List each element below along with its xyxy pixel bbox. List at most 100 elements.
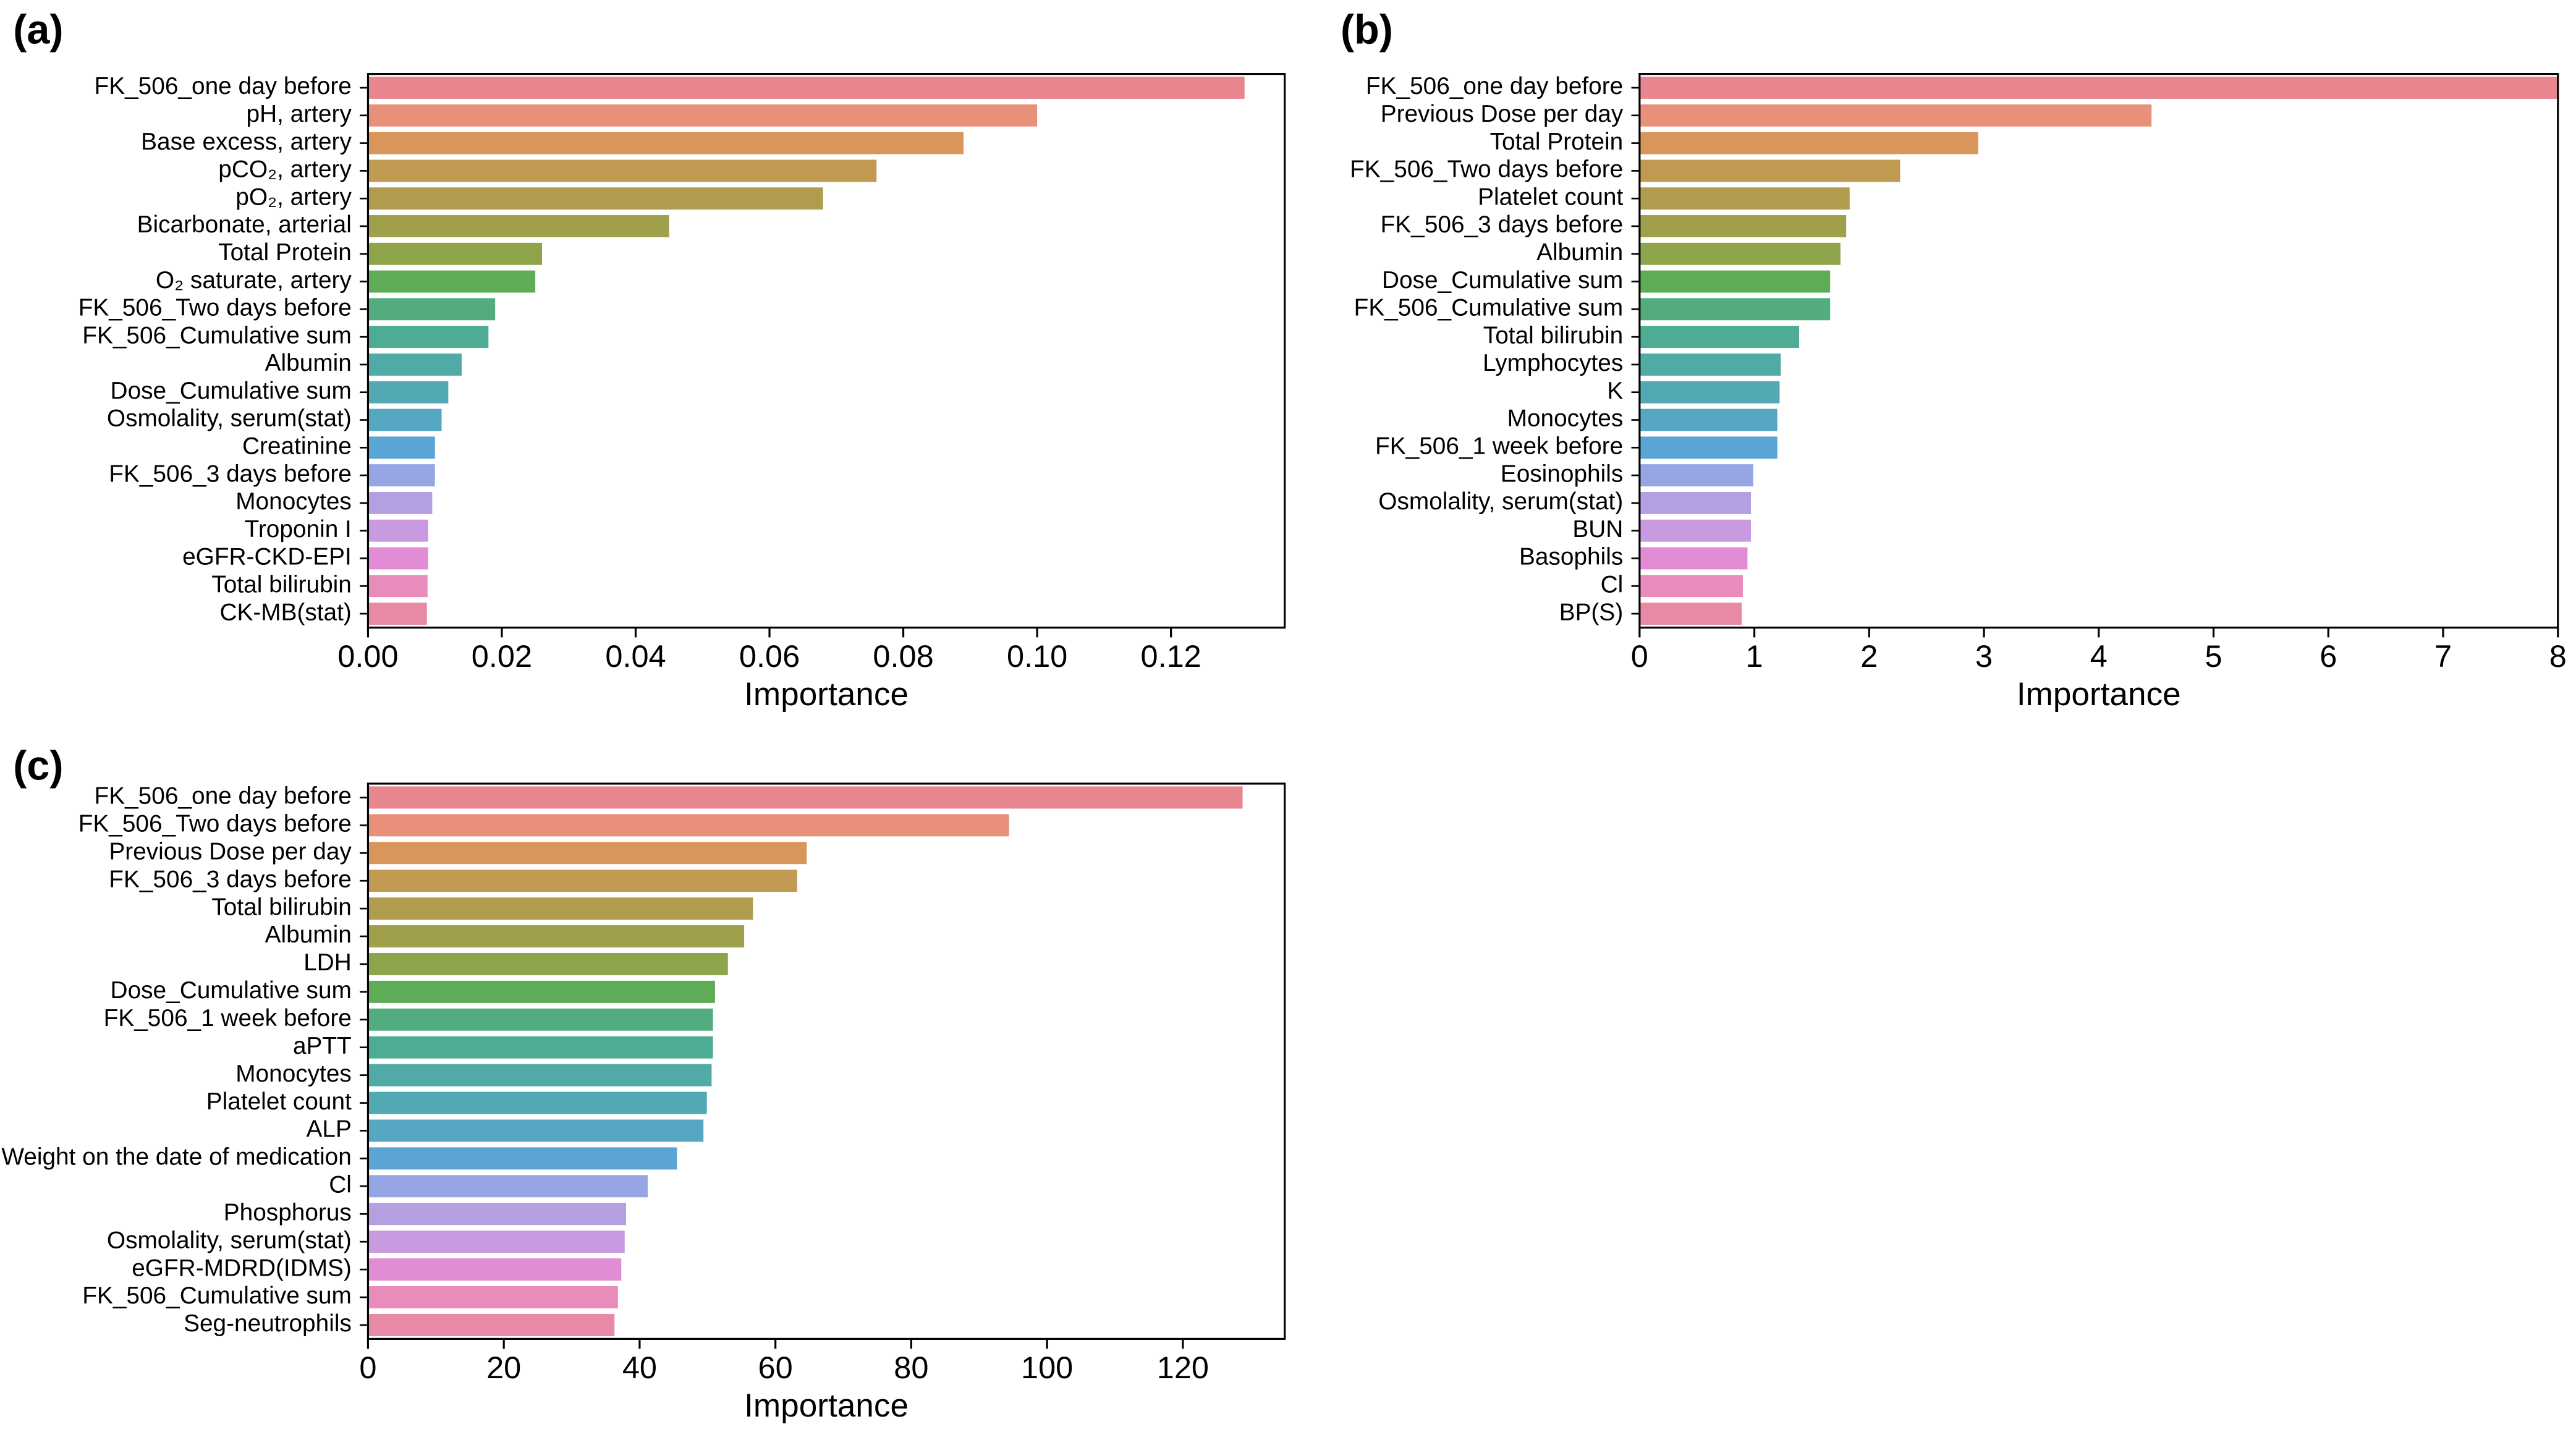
bar	[368, 547, 428, 570]
y-tick-label: pH, artery	[247, 101, 352, 127]
y-tick-label: Albumin	[265, 921, 352, 948]
y-tick-label: Monocytes	[235, 1061, 352, 1087]
x-tick-label: 2	[1860, 638, 1878, 674]
bar	[368, 980, 715, 1003]
y-tick-label: Basophils	[1519, 544, 1623, 570]
x-tick-label: 0	[359, 1350, 376, 1385]
x-axis-label: Importance	[744, 1388, 909, 1424]
bar	[368, 1258, 622, 1281]
bar	[1639, 491, 1752, 514]
y-tick-label: FK_506_one day before	[95, 73, 352, 100]
y-tick-label: Total Protein	[218, 239, 352, 266]
bar	[368, 842, 807, 865]
bar	[368, 491, 433, 514]
bar	[368, 132, 964, 155]
y-tick-label: FK_506_Two days before	[1350, 156, 1623, 183]
bar	[1639, 381, 1780, 404]
x-tick-label: 0.12	[1140, 638, 1201, 674]
x-tick-label: 20	[486, 1350, 521, 1385]
bar	[368, 1175, 648, 1198]
bar	[368, 1286, 618, 1308]
bar	[368, 187, 823, 210]
x-tick-label: 40	[622, 1350, 657, 1385]
plot-frame	[366, 73, 1286, 629]
y-tick-label: FK_506_1 week before	[104, 1005, 352, 1032]
y-tick-label: Albumin	[1536, 239, 1623, 266]
bar	[368, 381, 449, 404]
plot-frame	[1638, 73, 2559, 629]
y-tick-label: FK_506_Two days before	[78, 295, 352, 321]
y-tick-label: Bicarbonate, arterial	[137, 211, 352, 238]
y-tick-label: Dose_Cumulative sum	[1382, 267, 1623, 294]
bar	[368, 1008, 713, 1031]
x-tick-label: 0.04	[605, 638, 666, 674]
bar	[368, 519, 428, 542]
y-tick-label: Total Protein	[1490, 129, 1624, 155]
bar	[368, 1147, 677, 1170]
y-tick-label: FK_506_Cumulative sum	[82, 322, 352, 349]
x-tick-label: 0.10	[1007, 638, 1067, 674]
y-tick-label: Albumin	[265, 350, 352, 376]
bar	[1639, 270, 1831, 293]
bar	[368, 1231, 625, 1253]
bar	[1639, 353, 1781, 376]
y-tick-label: Monocytes	[1507, 405, 1624, 432]
x-tick-label: 1	[1746, 638, 1763, 674]
y-tick-label: Platelet count	[206, 1088, 352, 1115]
bar	[368, 104, 1038, 127]
y-tick-label: Dose_Cumulative sum	[111, 977, 352, 1004]
x-tick-label: 0.08	[873, 638, 933, 674]
bar	[1639, 519, 1752, 542]
bar	[368, 409, 442, 431]
x-tick-label: 4	[2090, 638, 2108, 674]
bar	[368, 1203, 626, 1226]
y-tick-label: eGFR-CKD-EPI	[182, 544, 352, 570]
bar	[368, 242, 542, 265]
bar	[368, 1064, 712, 1087]
bar	[368, 159, 877, 182]
y-tick-label: LDH	[303, 949, 352, 976]
x-tick-label: 0.06	[739, 638, 800, 674]
panel-label: (a)	[13, 7, 63, 53]
bar	[1639, 298, 1831, 321]
bar	[368, 436, 435, 459]
bar	[1639, 326, 1800, 349]
x-tick-label: 120	[1157, 1350, 1209, 1385]
bar	[368, 1036, 713, 1059]
bar	[368, 326, 489, 349]
y-tick-label: FK_506_Cumulative sum	[1354, 295, 1624, 321]
y-tick-label: Eosinophils	[1501, 460, 1623, 487]
bar	[1639, 77, 2558, 99]
y-tick-label: Previous Dose per day	[1381, 101, 1624, 127]
y-tick-label: O₂ saturate, artery	[156, 267, 352, 294]
bar	[1639, 603, 1742, 625]
bar	[1639, 242, 1841, 265]
bar	[368, 215, 669, 237]
bar	[368, 575, 428, 598]
x-tick-label: 7	[2434, 638, 2452, 674]
x-tick-label: 80	[894, 1350, 928, 1385]
bar	[368, 1313, 615, 1336]
plot-frame	[366, 782, 1286, 1340]
x-tick-label: 100	[1021, 1350, 1073, 1385]
x-tick-label: 0.02	[472, 638, 532, 674]
bar	[368, 952, 728, 975]
bar	[1639, 547, 1748, 570]
bar	[1639, 159, 1900, 182]
bar	[1639, 575, 1743, 598]
bar	[1639, 104, 2152, 127]
y-tick-label: Platelet count	[1478, 184, 1623, 210]
bar	[1639, 215, 1847, 237]
x-tick-label: 5	[2205, 638, 2222, 674]
bar	[368, 464, 435, 486]
y-tick-label: Total bilirubin	[211, 571, 351, 598]
bar	[368, 814, 1009, 837]
y-tick-label: Lymphocytes	[1483, 350, 1623, 376]
y-tick-label: Total bilirubin	[211, 894, 351, 920]
x-tick-label: 3	[1975, 638, 1993, 674]
bar	[368, 925, 745, 947]
y-tick-label: Total bilirubin	[1483, 322, 1623, 349]
bar	[1639, 132, 1978, 155]
